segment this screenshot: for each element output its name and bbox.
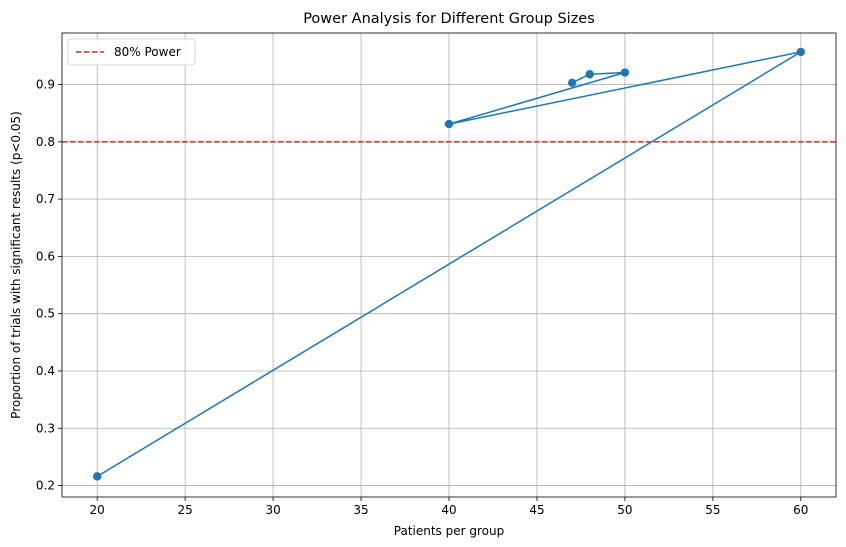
y-tick-label: 0.9 bbox=[36, 78, 55, 92]
y-tick-label: 0.6 bbox=[36, 249, 55, 263]
x-tick-label: 40 bbox=[441, 503, 456, 517]
x-tick-label: 55 bbox=[705, 503, 720, 517]
data-point bbox=[796, 47, 806, 57]
x-tick-label: 25 bbox=[177, 503, 192, 517]
x-tick-label: 20 bbox=[90, 503, 105, 517]
data-point bbox=[567, 78, 577, 88]
data-series bbox=[92, 47, 806, 481]
x-tick-label: 45 bbox=[529, 503, 544, 517]
x-tick-label: 50 bbox=[617, 503, 632, 517]
axis-ticks: 20 25 30 35 40 45 50 55 60 0.2 0.3 0.4 0.5 0.6 0.7 0.8 0… bbox=[36, 78, 809, 517]
y-tick-label: 0.7 bbox=[36, 192, 55, 206]
x-axis-label: Patients per group bbox=[394, 524, 504, 538]
data-point bbox=[444, 119, 454, 129]
grid-lines bbox=[62, 33, 836, 497]
data-point bbox=[620, 68, 630, 77]
y-tick-label: 0.4 bbox=[36, 364, 55, 378]
legend-box bbox=[67, 38, 196, 66]
y-tick-label: 0.5 bbox=[36, 307, 55, 321]
legend: 80% Power bbox=[67, 38, 196, 66]
y-axis-label: Proportion of trials with significant re… bbox=[9, 111, 23, 419]
x-tick-label: 35 bbox=[353, 503, 368, 517]
y-tick-label: 0.3 bbox=[36, 421, 55, 435]
x-tick-label: 60 bbox=[793, 503, 808, 517]
y-tick-label: 0.2 bbox=[36, 479, 55, 493]
data-point bbox=[585, 70, 594, 79]
legend-label: 80% Power bbox=[114, 45, 181, 59]
data-point bbox=[92, 472, 102, 481]
x-tick-label: 30 bbox=[265, 503, 280, 517]
y-tick-label: 0.8 bbox=[36, 135, 55, 149]
chart-title: Power Analysis for Different Group Sizes bbox=[303, 11, 595, 27]
